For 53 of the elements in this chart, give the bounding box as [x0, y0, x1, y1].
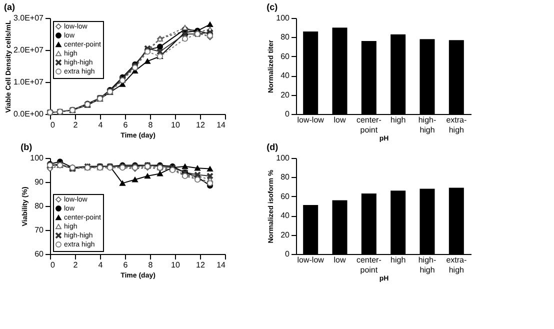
x-tick-label: 2: [73, 260, 78, 270]
x-tick-label: 6: [123, 120, 128, 130]
y-tick-label: 70: [34, 226, 44, 234]
x-tick-label: low: [334, 116, 346, 124]
x-tick-label: 12: [196, 120, 206, 130]
chart-title: (c): [266, 2, 278, 12]
x-tick-label: 0: [50, 260, 56, 270]
y-tick-label: 0: [285, 110, 290, 118]
y-tick-label: 40: [280, 71, 290, 80]
x-tick-label: 0: [50, 120, 56, 130]
x-tick-label: 2: [73, 120, 78, 130]
y-tick-label: 3.0E+07: [13, 14, 44, 22]
y-tick-label: 100: [276, 14, 290, 22]
x-tick-label: 6: [123, 260, 128, 270]
chart-title: (b): [20, 142, 32, 152]
x-tick-label: 8: [148, 260, 154, 270]
chart-title: (a): [4, 2, 15, 12]
x-tick-label: center-point: [356, 116, 382, 134]
x-tick-label: 10: [171, 120, 180, 130]
x-tick-label: low: [334, 256, 346, 264]
x-tick-label: 12: [196, 260, 206, 270]
y-tick-label: 20: [280, 90, 290, 100]
x-tick-label: high: [390, 256, 406, 264]
x-tick-label: extra-high: [446, 116, 467, 134]
y-tick-label: 80: [280, 32, 290, 42]
y-tick-label: 60: [34, 250, 44, 258]
x-tick-label: center-point: [356, 256, 382, 274]
x-tick-label: extra-high: [446, 256, 467, 274]
y-tick-label: 80: [34, 202, 44, 210]
x-tick-label: high-high: [418, 116, 436, 134]
x-tick-label: high: [390, 116, 406, 124]
y-tick-label: 60: [280, 192, 290, 201]
y-tick-label: 100: [30, 154, 44, 162]
y-tick-label: 90: [34, 178, 44, 186]
x-tick-label: 14: [216, 120, 226, 130]
x-tick-label: 8: [148, 120, 154, 130]
x-tick-label: 4: [98, 120, 104, 130]
x-tick-label: low-low: [297, 256, 324, 264]
x-tick-label: 10: [171, 260, 180, 270]
y-tick-label: 60: [280, 52, 290, 61]
x-tick-label: low-low: [297, 116, 324, 124]
y-tick-label: 0.0E+00: [13, 110, 44, 118]
y-tick-label: 2.0E+07: [13, 46, 44, 54]
chart-title: (d): [266, 142, 278, 152]
x-tick-label: high-high: [418, 256, 436, 274]
y-tick-label: 1.0E+07: [13, 78, 44, 86]
x-tick-label: 4: [98, 260, 104, 270]
y-tick-label: 40: [280, 211, 290, 220]
x-tick-label: 14: [216, 260, 226, 270]
y-tick-label: 20: [280, 230, 290, 240]
y-tick-label: 80: [280, 172, 290, 182]
y-tick-label: 0: [285, 250, 290, 258]
y-tick-label: 100: [276, 154, 290, 162]
